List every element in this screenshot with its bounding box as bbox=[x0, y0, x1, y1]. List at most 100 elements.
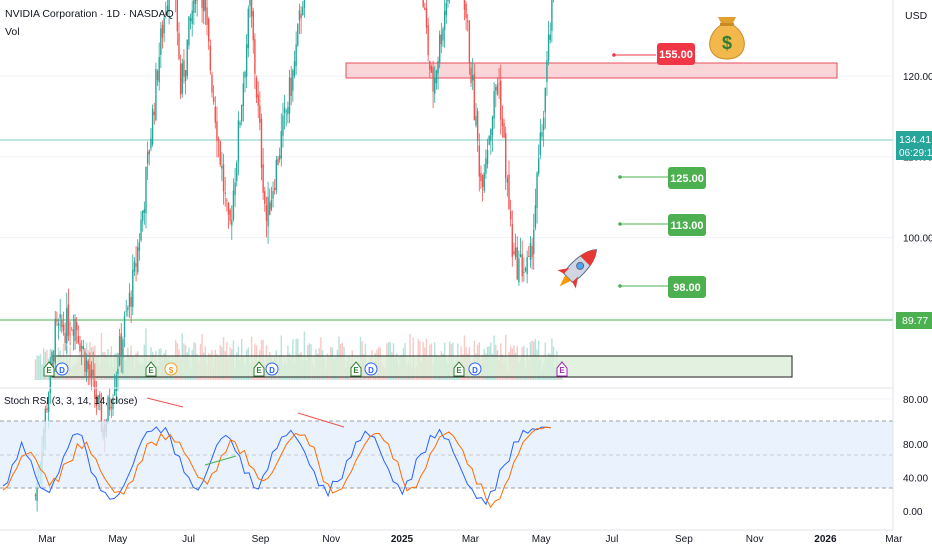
target-155[interactable]: 155.00 bbox=[612, 43, 695, 65]
candle-body bbox=[264, 191, 266, 204]
rsi-axis-labels: 0.00 40.00 80.00 bbox=[903, 440, 928, 518]
candle-body bbox=[181, 63, 183, 94]
candle-body bbox=[486, 149, 489, 165]
candle-body bbox=[447, 0, 449, 2]
candle-body bbox=[206, 7, 208, 25]
candle-body bbox=[113, 389, 116, 396]
event-marker[interactable]: E bbox=[350, 361, 362, 377]
event-marker[interactable]: E bbox=[556, 361, 568, 377]
candle-body bbox=[445, 2, 447, 16]
price-axis[interactable] bbox=[893, 0, 932, 550]
event-marker[interactable]: E bbox=[145, 361, 157, 377]
candle-body bbox=[491, 116, 494, 135]
candle-body bbox=[293, 61, 296, 76]
target-125[interactable]: 125.00 bbox=[618, 167, 706, 189]
svg-text:E: E bbox=[46, 366, 52, 375]
volume-bar bbox=[34, 359, 37, 380]
rsi-tick-label: 80.00 bbox=[903, 440, 928, 451]
event-marker[interactable]: D bbox=[468, 362, 482, 376]
countdown-value: 06:29:15 bbox=[899, 148, 932, 159]
candle-body bbox=[92, 369, 94, 376]
candle-body bbox=[285, 110, 287, 112]
time-tick-label: Sep bbox=[252, 534, 270, 545]
event-marker[interactable]: D bbox=[55, 362, 69, 376]
candle-body bbox=[79, 343, 81, 352]
candle-body bbox=[465, 3, 467, 19]
candle-body bbox=[125, 310, 127, 312]
volume-bar bbox=[41, 364, 43, 380]
candle-body bbox=[237, 120, 240, 162]
candle-body bbox=[475, 115, 477, 126]
event-marker[interactable]: D bbox=[265, 362, 279, 376]
candle-body bbox=[303, 0, 306, 8]
candle-body bbox=[95, 394, 98, 407]
candle-body bbox=[432, 67, 434, 92]
volume-bar bbox=[42, 348, 45, 380]
candle-body bbox=[493, 91, 495, 119]
candle-body bbox=[424, 7, 426, 10]
support-badge: 89.77 bbox=[896, 312, 932, 329]
volume-bar bbox=[36, 355, 38, 380]
price-tick-label: 100.00 bbox=[903, 233, 932, 244]
candle-body bbox=[539, 132, 542, 155]
candle-body bbox=[430, 66, 433, 73]
svg-text:E: E bbox=[353, 366, 359, 375]
chart-title: NVIDIA Corporation · 1D · NASDAQ bbox=[5, 8, 174, 20]
candle-body bbox=[122, 339, 124, 358]
candle-body bbox=[178, 33, 180, 59]
target-98[interactable]: 98.00 bbox=[618, 276, 706, 298]
candle-body bbox=[118, 336, 121, 366]
candle-body bbox=[49, 361, 51, 394]
candle-body bbox=[434, 77, 436, 94]
candle-body bbox=[280, 131, 282, 159]
target-125-label: 125.00 bbox=[670, 173, 704, 185]
candle-body bbox=[34, 494, 37, 497]
candle-body bbox=[82, 346, 84, 349]
resistance-zone[interactable] bbox=[345, 62, 838, 79]
time-tick-label: Jul bbox=[182, 534, 195, 545]
volume-label: Vol bbox=[5, 26, 20, 38]
candle-body bbox=[259, 105, 261, 123]
candle-body bbox=[488, 136, 490, 145]
candle-body bbox=[160, 28, 162, 55]
candle-body bbox=[437, 61, 439, 74]
candle-body bbox=[127, 307, 129, 310]
candle-body bbox=[429, 61, 431, 70]
candle-body bbox=[551, 0, 553, 31]
event-marker[interactable]: E bbox=[253, 361, 265, 377]
event-marker[interactable]: D bbox=[364, 362, 378, 376]
candle-body bbox=[54, 318, 56, 364]
candle-body bbox=[94, 380, 96, 398]
candle-body bbox=[148, 150, 150, 155]
candle-body bbox=[524, 268, 527, 271]
target-113[interactable]: 113.00 bbox=[618, 214, 706, 236]
time-tick-label: May bbox=[108, 534, 127, 545]
event-marker[interactable]: E bbox=[453, 361, 465, 377]
time-tick-label: Nov bbox=[322, 534, 340, 545]
candle-body bbox=[495, 87, 497, 91]
rsi-label: Stoch RSI (3, 3, 14, 14, close) bbox=[4, 396, 137, 407]
support-zone[interactable] bbox=[51, 355, 793, 378]
candle-body bbox=[541, 131, 543, 137]
candle-body bbox=[247, 8, 249, 49]
candle-body bbox=[290, 77, 292, 97]
candle-body bbox=[506, 178, 509, 183]
candle-body bbox=[211, 74, 213, 93]
last-price-value: 134.41 bbox=[899, 134, 931, 146]
candle-body bbox=[529, 243, 532, 261]
svg-text:D: D bbox=[472, 366, 478, 375]
event-marker[interactable]: $ bbox=[164, 362, 178, 376]
candle-body bbox=[135, 263, 137, 267]
candle-body bbox=[46, 408, 48, 411]
candle-body bbox=[227, 202, 230, 215]
candle-body bbox=[100, 398, 103, 432]
candle-body bbox=[232, 190, 235, 220]
event-marker[interactable]: E bbox=[43, 361, 55, 377]
candle-body bbox=[145, 166, 147, 214]
candle-body bbox=[161, 24, 164, 38]
candle-body bbox=[168, 0, 170, 12]
event-markers[interactable]: E D E $ E D E D E D E bbox=[43, 361, 568, 377]
candle-body bbox=[438, 34, 441, 63]
candle-body bbox=[260, 118, 263, 168]
